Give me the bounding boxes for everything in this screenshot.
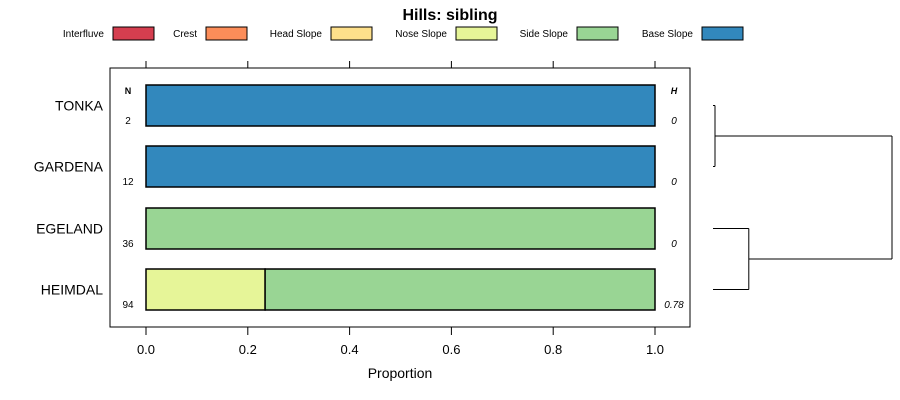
legend-swatch bbox=[205, 26, 248, 41]
row-label: GARDENA bbox=[34, 159, 104, 175]
n-value: 12 bbox=[122, 177, 134, 188]
bar-segment bbox=[145, 145, 656, 188]
legend-swatch bbox=[701, 26, 744, 41]
h-value: 0 bbox=[671, 116, 677, 127]
x-tick-label: 0.8 bbox=[544, 342, 562, 357]
x-tick-label: 0.2 bbox=[239, 342, 257, 357]
n-header: N bbox=[125, 86, 132, 96]
n-value: 36 bbox=[122, 239, 134, 250]
n-value: 2 bbox=[125, 116, 131, 127]
dendrogram bbox=[713, 105, 893, 290]
bar-segment bbox=[145, 207, 656, 250]
h-labels: 0 0 0 0.78 bbox=[664, 116, 684, 311]
top-axis bbox=[145, 61, 656, 68]
legend-swatch bbox=[112, 26, 155, 41]
x-tick-label: 0.0 bbox=[137, 342, 155, 357]
n-value: 94 bbox=[122, 300, 134, 311]
x-axis-title: Proportion bbox=[368, 365, 433, 381]
x-tick-label: 0.4 bbox=[341, 342, 359, 357]
legend-label: Crest bbox=[173, 29, 197, 40]
legend-label: Interfluve bbox=[63, 29, 105, 40]
chart-title: Hills: sibling bbox=[402, 7, 497, 24]
row-label: TONKA bbox=[55, 98, 104, 114]
bar-segment bbox=[145, 84, 656, 127]
legend-swatch bbox=[330, 26, 373, 41]
x-axis: 0.0 0.2 0.4 0.6 0.8 1.0 bbox=[137, 327, 664, 357]
legend-label: Head Slope bbox=[270, 29, 323, 40]
h-header: H bbox=[671, 86, 678, 96]
legend-label: Nose Slope bbox=[395, 29, 447, 40]
row-labels: TONKA GARDENA EGELAND HEIMDAL bbox=[34, 98, 104, 298]
row-label: EGELAND bbox=[36, 221, 103, 237]
x-tick-label: 0.6 bbox=[442, 342, 460, 357]
bars bbox=[145, 84, 656, 311]
h-value: 0 bbox=[671, 177, 677, 188]
plot-frame bbox=[109, 67, 691, 328]
legend-swatch bbox=[455, 26, 498, 41]
x-tick-label: 1.0 bbox=[646, 342, 664, 357]
legend: Interfluve Crest Head Slope Nose Slope Side … bbox=[63, 26, 744, 41]
legend-label: Base Slope bbox=[642, 29, 694, 40]
n-labels: 2 12 36 94 bbox=[122, 116, 134, 311]
bar-segment bbox=[264, 268, 656, 311]
bar-segment bbox=[145, 268, 266, 311]
row-label: HEIMDAL bbox=[41, 282, 103, 298]
legend-swatch bbox=[576, 26, 619, 41]
legend-label: Side Slope bbox=[520, 29, 569, 40]
h-value: 0.78 bbox=[664, 300, 684, 311]
h-value: 0 bbox=[671, 239, 677, 250]
